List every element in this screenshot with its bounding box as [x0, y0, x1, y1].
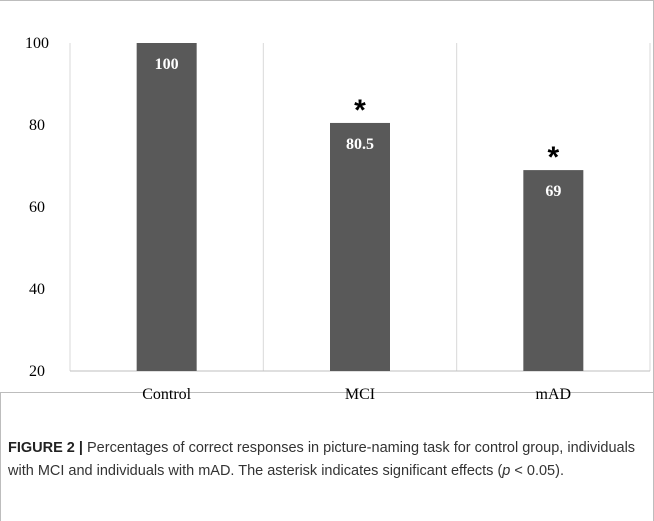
caption-label: FIGURE 2 | [8, 440, 83, 456]
y-axis-ticks: 20 40 60 80 100 [25, 35, 49, 380]
data-label-Control: 100 [155, 56, 179, 73]
bar-MCI [330, 122, 390, 371]
figure-caption: FIGURE 2 | Percentages of correct respon… [8, 437, 644, 483]
bar-Control [136, 43, 197, 371]
y-tick-label-60: 60 [29, 199, 45, 216]
category-labels: Control MCI mAD [142, 386, 571, 403]
y-tick-label-80: 80 [29, 117, 45, 134]
caption-text: Percentages of correct responses in pict… [8, 440, 636, 479]
y-tick-label-100: 100 [25, 35, 49, 52]
significance-mark-mAD: * [547, 141, 559, 174]
bars [136, 43, 584, 371]
caption-tail: < 0.05). [510, 463, 564, 479]
bar-mAD [523, 170, 584, 371]
caption-p-symbol: p [502, 463, 511, 479]
significance-marks: ** [354, 94, 559, 174]
category-label-MCI: MCI [345, 386, 375, 403]
significance-mark-MCI: * [354, 94, 366, 127]
category-label-mAD: mAD [536, 386, 572, 403]
data-label-mAD: 69 [545, 183, 561, 200]
y-tick-label-40: 40 [29, 281, 45, 298]
y-tick-label-20: 20 [29, 363, 45, 380]
data-label-MCI: 80.5 [346, 136, 374, 153]
category-label-Control: Control [142, 386, 191, 403]
data-labels: 100 80.5 69 [155, 56, 562, 200]
